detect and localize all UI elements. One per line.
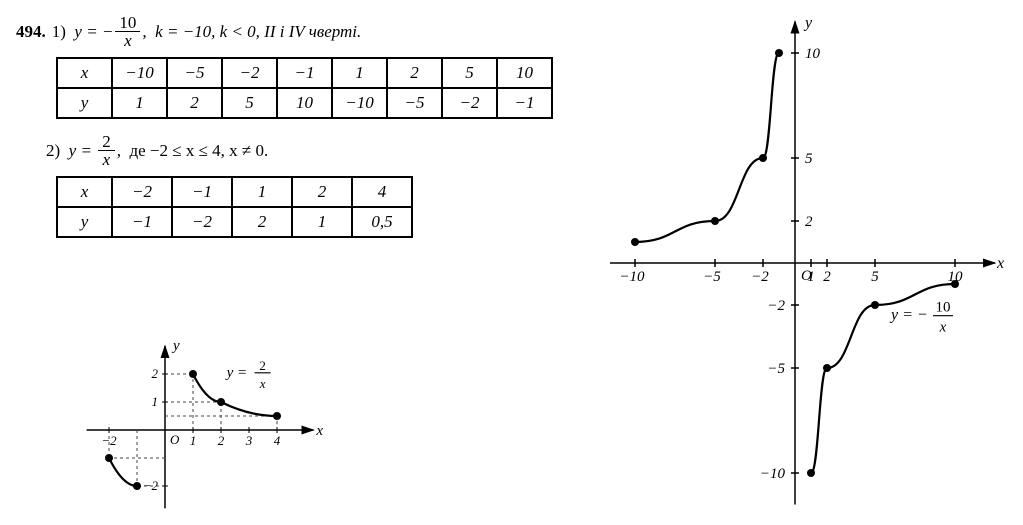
svg-text:x: x <box>939 320 947 336</box>
svg-text:y: y <box>803 15 813 32</box>
svg-text:2: 2 <box>152 366 159 381</box>
svg-text:5: 5 <box>805 151 813 167</box>
svg-text:10: 10 <box>936 300 951 316</box>
svg-text:x: x <box>315 423 323 439</box>
svg-text:4: 4 <box>274 433 281 448</box>
part2-label: 2) <box>46 141 60 161</box>
svg-text:2: 2 <box>823 269 831 285</box>
table-row: y −1 −2 2 1 0,5 <box>57 207 412 237</box>
part2-eq-prefix: y = <box>69 141 92 161</box>
chart-small: −2 1 2 3 4 −2 1 2 Ox y y = 2 x <box>80 335 340 525</box>
part2-rest: , де −2 ≤ x ≤ 4, x ≠ 0. <box>117 141 269 161</box>
part1-rest: , k = −10, k < 0, II і IV чверті. <box>142 22 361 42</box>
svg-text:3: 3 <box>245 433 253 448</box>
table-row: x −2 −1 1 2 4 <box>57 177 412 207</box>
svg-text:x: x <box>996 255 1004 272</box>
svg-text:5: 5 <box>871 269 879 285</box>
svg-text:−2: −2 <box>751 269 769 285</box>
svg-text:y: y <box>171 338 180 354</box>
svg-text:y =: y = <box>225 365 248 381</box>
svg-text:2: 2 <box>805 214 813 230</box>
svg-text:−5: −5 <box>703 269 721 285</box>
chart-big: −10−5−212510−10−5−22510Oxyy = −10x <box>610 8 1010 523</box>
table-row: y 1 2 5 10 −10 −5 −2 −1 <box>57 88 552 118</box>
problem-line-1: 494. 1) y = − 10 x , k = −10, k < 0, II … <box>16 14 636 49</box>
table-row: x −10 −5 −2 −1 1 2 5 10 <box>57 58 552 88</box>
svg-text:O: O <box>170 432 180 447</box>
svg-text:2: 2 <box>259 358 266 373</box>
table-2: x −2 −1 1 2 4 y −1 −2 2 1 0,5 <box>56 176 413 238</box>
problem-line-2: 2) y = 2 x , де −2 ≤ x ≤ 4, x ≠ 0. <box>46 133 636 168</box>
part1-eq-prefix: y = − <box>74 22 113 42</box>
table-1: x −10 −5 −2 −1 1 2 5 10 y 1 2 5 10 −10 −… <box>56 57 553 119</box>
svg-text:1: 1 <box>190 433 197 448</box>
part1-fraction: 10 x <box>115 14 140 49</box>
svg-text:10: 10 <box>805 46 821 62</box>
svg-text:y = −: y = − <box>889 307 928 324</box>
part2-fraction: 2 x <box>98 133 115 168</box>
svg-text:−10: −10 <box>760 466 786 482</box>
svg-text:−2: −2 <box>101 433 117 448</box>
svg-text:−5: −5 <box>767 361 785 377</box>
svg-text:−2: −2 <box>767 298 785 314</box>
svg-text:x: x <box>259 376 266 391</box>
svg-text:O: O <box>801 268 812 284</box>
svg-text:−10: −10 <box>619 269 645 285</box>
svg-text:−2: −2 <box>143 478 159 493</box>
svg-text:2: 2 <box>218 433 225 448</box>
problem-number: 494. <box>16 22 46 42</box>
svg-text:1: 1 <box>152 394 159 409</box>
part1-label: 1) <box>52 22 66 42</box>
